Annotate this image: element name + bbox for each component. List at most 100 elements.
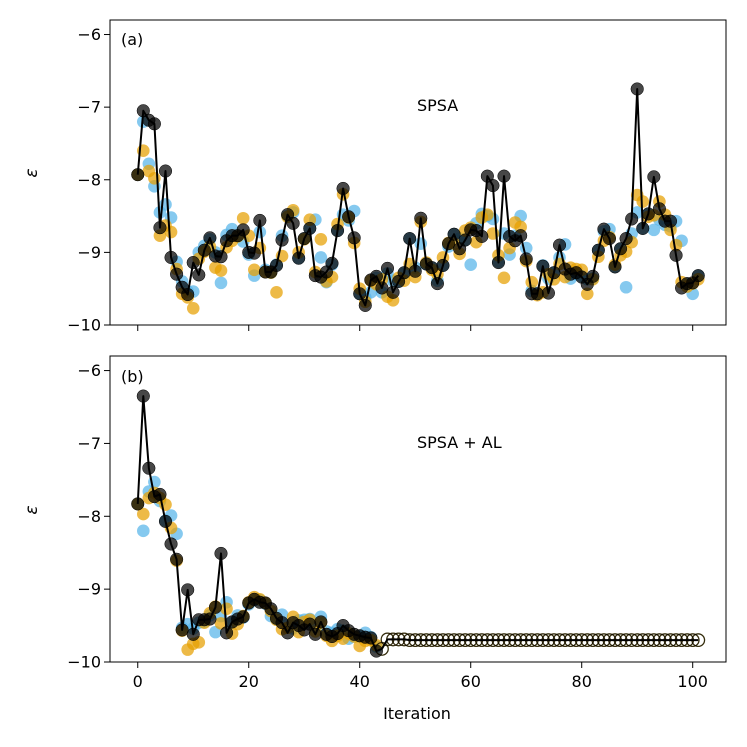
black-point-b bbox=[208, 600, 222, 614]
black-point-a bbox=[436, 258, 450, 273]
black-point-a bbox=[552, 238, 567, 252]
black-point-a bbox=[602, 232, 617, 246]
black-point-open-b bbox=[419, 633, 434, 648]
black-point-open-b bbox=[641, 633, 656, 648]
panel-b: −10 −9 −8 −7 −6 0 20 40 60 80 100 (b) SPSA + AL ε bbox=[22, 355, 727, 691]
black-point-b bbox=[181, 583, 195, 597]
black-point-a bbox=[380, 261, 395, 275]
black-point-a bbox=[397, 266, 411, 280]
panel-label-a: (a) bbox=[121, 30, 143, 49]
orange-point-a bbox=[148, 172, 161, 185]
black-point-open-b bbox=[441, 633, 456, 648]
y-tick-label-a: −10 bbox=[67, 316, 101, 335]
black-point-a bbox=[181, 287, 195, 302]
black-point-open-b bbox=[547, 633, 561, 648]
orange-point-a bbox=[236, 211, 250, 225]
black-point-a bbox=[486, 179, 500, 193]
orange-point-a bbox=[214, 264, 228, 277]
black-point-a bbox=[475, 229, 489, 243]
y-tick-label-b: −7 bbox=[77, 434, 101, 453]
y-tick-label-b: −8 bbox=[77, 507, 101, 526]
black-point-open-b bbox=[630, 633, 645, 648]
orange-point-a bbox=[247, 263, 261, 277]
black-point-open-b bbox=[497, 633, 511, 648]
series-layer-a bbox=[131, 82, 705, 315]
black-point-open-b bbox=[613, 633, 628, 648]
black-point-a bbox=[630, 82, 644, 96]
black-point-a bbox=[214, 250, 228, 264]
black-point-a bbox=[358, 298, 372, 312]
orange-point-a bbox=[164, 225, 178, 239]
black-point-a bbox=[192, 268, 206, 282]
blue-point-a bbox=[214, 276, 228, 290]
black-point-a bbox=[591, 243, 605, 257]
black-point-a bbox=[625, 212, 639, 226]
black-point-open-b bbox=[508, 633, 523, 648]
black-point-open-b bbox=[585, 633, 600, 648]
black-point-a bbox=[236, 223, 250, 237]
black-point-open-b bbox=[563, 633, 578, 648]
black-point-b bbox=[186, 627, 200, 641]
black-point-open-b bbox=[658, 633, 672, 648]
black-point-open-b bbox=[597, 633, 611, 648]
series-layer-b bbox=[131, 389, 706, 658]
y-tick-label-b: −9 bbox=[77, 580, 101, 599]
y-tick-label-a: −8 bbox=[77, 170, 101, 189]
black-point-open-b bbox=[519, 633, 534, 648]
black-point-a bbox=[275, 233, 289, 247]
orange-point-a bbox=[525, 275, 539, 289]
black-point-open-b bbox=[691, 633, 706, 648]
black-point-open-b bbox=[463, 633, 478, 648]
black-point-open-b bbox=[558, 633, 572, 648]
black-point-open-b bbox=[535, 633, 550, 648]
black-point-open-b bbox=[452, 633, 467, 648]
black-point-b bbox=[153, 487, 167, 501]
black-point-b bbox=[236, 610, 250, 624]
y-axis-label-a: ε bbox=[22, 168, 42, 177]
black-point-open-b bbox=[408, 633, 423, 648]
black-point-a bbox=[353, 287, 367, 301]
x-tick-label-b: 40 bbox=[350, 672, 370, 691]
black-point-a bbox=[414, 211, 428, 225]
black-point-a bbox=[530, 287, 544, 301]
black-point-a bbox=[430, 277, 444, 291]
orange-point-b bbox=[136, 507, 150, 521]
black-point-a bbox=[375, 281, 389, 295]
orange-point-a bbox=[270, 286, 283, 299]
black-point-a bbox=[408, 264, 422, 278]
orange-point-a bbox=[314, 233, 328, 246]
black-point-open-b bbox=[608, 633, 622, 648]
black-point-open-b bbox=[685, 633, 700, 648]
orange-point-a bbox=[186, 301, 200, 315]
black-point-a bbox=[147, 117, 161, 131]
black-point-a bbox=[292, 251, 306, 265]
blue-point-a bbox=[619, 280, 633, 294]
black-point-open-b bbox=[413, 633, 428, 648]
black-point-a bbox=[403, 232, 417, 246]
black-point-a bbox=[158, 164, 173, 178]
black-point-open-b bbox=[569, 633, 584, 648]
black-point-b bbox=[364, 631, 378, 645]
black-point-open-b bbox=[580, 633, 595, 648]
black-point-a bbox=[164, 250, 178, 265]
black-point-a bbox=[691, 269, 705, 283]
black-point-a bbox=[330, 224, 345, 238]
x-tick-label-b: 60 bbox=[461, 672, 481, 691]
y-axis-b: −10 −9 −8 −7 −6 bbox=[67, 361, 110, 672]
plot-frame-a bbox=[109, 19, 727, 326]
black-point-a bbox=[447, 227, 461, 241]
blue-point-a bbox=[464, 258, 478, 272]
blue-point-b bbox=[136, 524, 150, 538]
black-point-open-b bbox=[530, 633, 545, 648]
black-point-a bbox=[247, 246, 261, 260]
black-point-open-b bbox=[674, 633, 689, 648]
y-tick-label-b: −6 bbox=[77, 361, 101, 380]
black-point-a bbox=[203, 231, 217, 245]
black-point-a bbox=[425, 261, 439, 275]
black-point-open-b bbox=[486, 633, 500, 648]
black-point-a bbox=[669, 248, 683, 262]
black-point-b bbox=[281, 626, 295, 640]
black-point-open-b bbox=[380, 632, 395, 647]
panel-a: −10 −9 −8 −7 −6 (a) SPSA ε bbox=[22, 19, 727, 335]
black-point-a bbox=[663, 214, 678, 228]
